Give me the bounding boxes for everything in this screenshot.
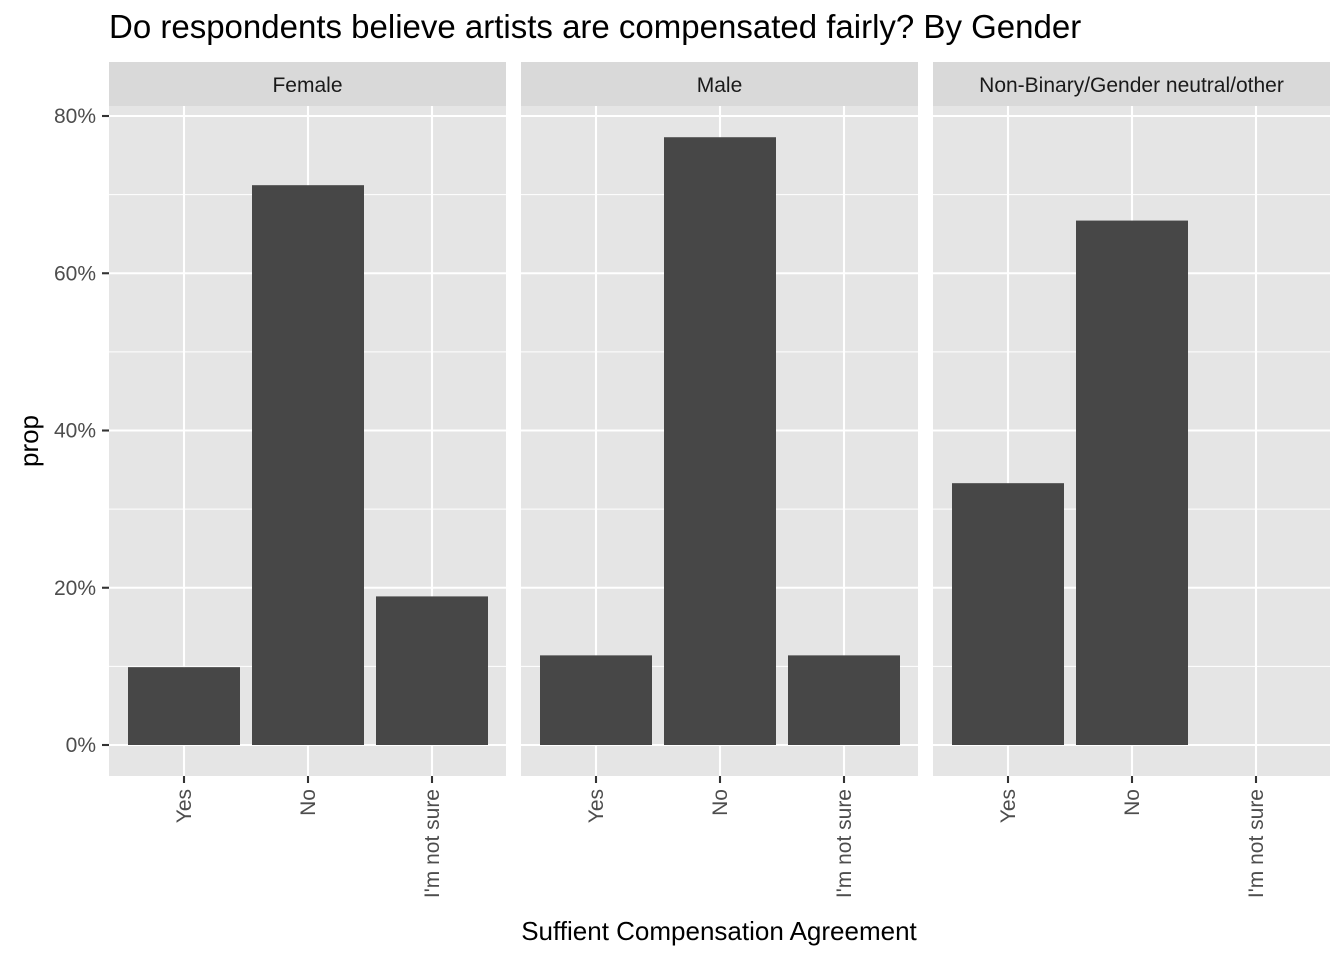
x-tick-label: No <box>1121 789 1144 816</box>
bar-non-binary-gender-neutral-other-yes <box>952 483 1064 745</box>
x-tick-label: Yes <box>585 789 608 823</box>
facet-panels: Female Yes No I'm not sure Male Yes No I'm not … <box>109 62 1330 898</box>
bar-female-i-m-not-sure <box>376 596 488 745</box>
y-axis: 0% 20% 40% 60% 80% <box>54 105 109 757</box>
chart-title: Do respondents believe artists are compe… <box>109 8 1082 45</box>
facet-strip <box>933 62 1330 106</box>
bar-female-no <box>252 185 364 745</box>
facet-panel-female: Female Yes No I'm not sure <box>109 62 506 898</box>
bar-male-i-m-not-sure <box>788 655 900 745</box>
x-tick-label: I'm not sure <box>421 789 444 898</box>
y-tick-label: 20% <box>54 577 96 600</box>
x-tick-label: I'm not sure <box>833 789 856 898</box>
x-tick-label: I'm not sure <box>1245 789 1268 898</box>
y-tick-label: 40% <box>54 420 96 443</box>
x-axis-title: Suffient Compensation Agreement <box>521 916 917 946</box>
y-tick-label: 60% <box>54 262 96 285</box>
x-tick-label: Yes <box>997 789 1020 823</box>
facet-panel-male: Male Yes No I'm not sure <box>521 62 918 898</box>
facet-strip <box>109 62 506 106</box>
facet-panel-non-binary-gender-neutral-other: Non-Binary/Gender neutral/other Yes No I'm … <box>933 62 1330 898</box>
bar-female-yes <box>128 667 240 745</box>
x-tick-label: Yes <box>173 789 196 823</box>
facet-strip-label: Non-Binary/Gender neutral/other <box>979 74 1284 97</box>
facet-strip <box>521 62 918 106</box>
x-tick-label: No <box>709 789 732 816</box>
bar-male-no <box>664 137 776 745</box>
x-tick-label: No <box>297 789 320 816</box>
facet-strip-label: Female <box>272 74 342 97</box>
y-axis-title: prop <box>14 415 44 467</box>
bar-non-binary-gender-neutral-other-no <box>1076 220 1188 746</box>
y-tick-label: 80% <box>54 105 96 128</box>
facet-strip-label: Male <box>697 74 743 97</box>
bar-male-yes <box>540 655 652 745</box>
y-tick-label: 0% <box>66 734 96 757</box>
